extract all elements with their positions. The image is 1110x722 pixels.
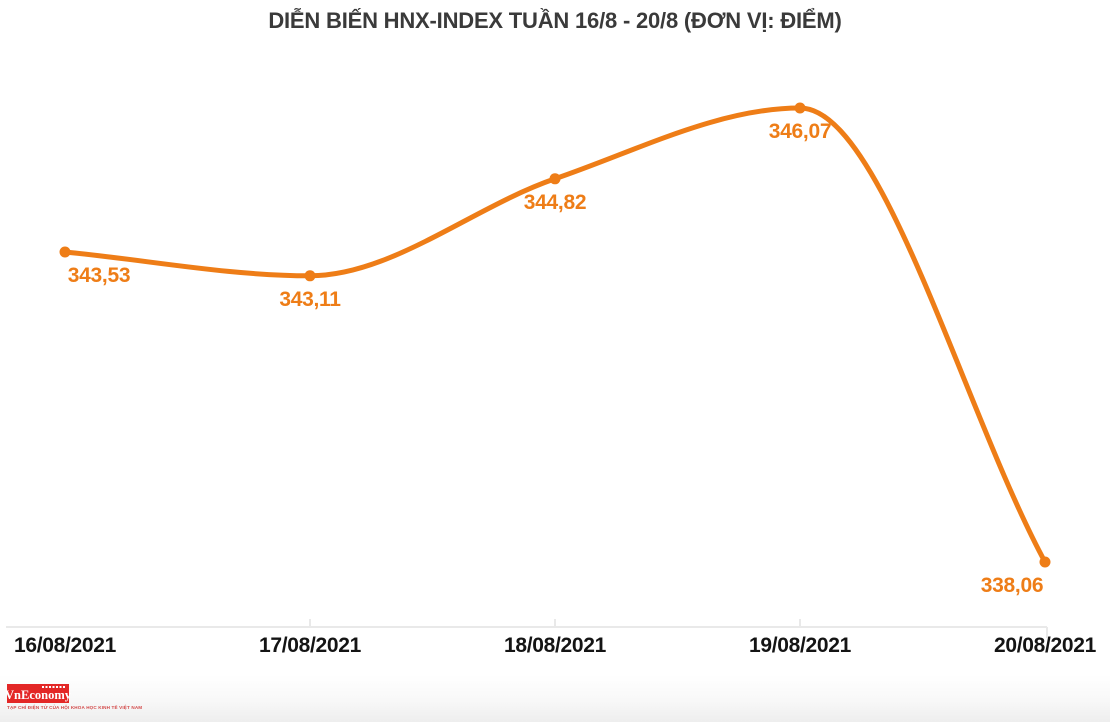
logo-text: VnEconomy <box>5 688 71 702</box>
data-point-label: 344,82 <box>523 190 587 214</box>
x-axis-label: 17/08/2021 <box>258 634 362 657</box>
hnx-index-series-line <box>62 105 1048 565</box>
vneconomy-logo: VnEconomy <box>5 684 71 703</box>
data-point-label: 338,06 <box>980 574 1044 597</box>
logo-tagline: TẠP CHÍ ĐIỆN TỬ CỦA HỘI KHOA HỌC KINH TẾ… <box>7 705 143 710</box>
data-point-marker <box>549 173 561 185</box>
footer-band: VnEconomy TẠP CHÍ ĐIỆN TỬ CỦA HỘI KHOA H… <box>0 675 1110 722</box>
data-point-label: 343,53 <box>67 263 131 287</box>
data-point-marker <box>794 102 806 114</box>
x-axis-label: 16/08/2021 <box>13 634 117 657</box>
logo-micro-text <box>42 686 66 688</box>
data-point-label: 346,07 <box>768 120 832 143</box>
x-axis-label: 20/08/2021 <box>993 634 1097 657</box>
data-point-marker <box>1039 556 1051 568</box>
data-point-marker <box>304 270 316 282</box>
data-point-label: 343,11 <box>279 287 341 311</box>
x-axis-label: 18/08/2021 <box>503 634 607 657</box>
data-point-marker <box>59 246 71 258</box>
chart-title: DIỄN BIẾN HNX-INDEX TUẦN 16/8 - 20/8 (ĐƠ… <box>268 8 842 33</box>
x-axis-label: 19/08/2021 <box>748 634 852 657</box>
